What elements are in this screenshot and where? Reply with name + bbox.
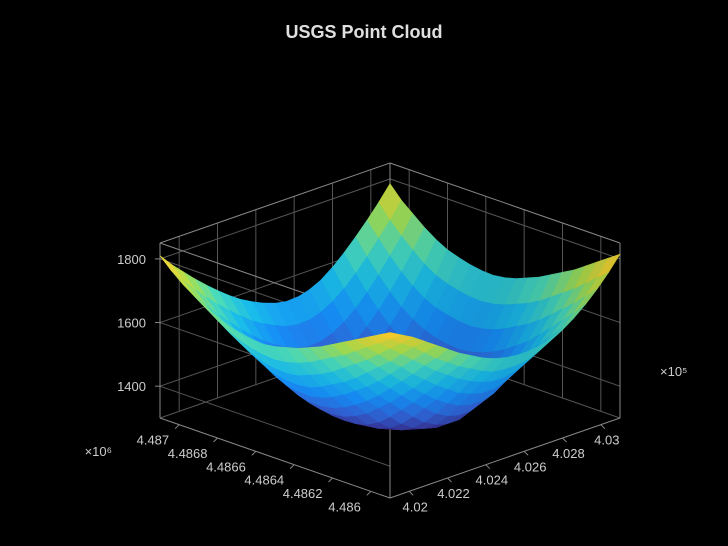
svg-text:4.4868: 4.4868: [168, 446, 208, 461]
svg-text:1600: 1600: [117, 316, 146, 331]
surface: [160, 184, 620, 430]
svg-text:4.4866: 4.4866: [206, 459, 246, 474]
svg-text:×10⁶: ×10⁶: [85, 444, 112, 459]
svg-text:4.487: 4.487: [137, 433, 170, 448]
svg-text:4.026: 4.026: [514, 459, 547, 474]
svg-text:4.02: 4.02: [403, 499, 428, 514]
svg-text:×10⁵: ×10⁵: [660, 364, 687, 379]
svg-text:4.024: 4.024: [476, 473, 509, 488]
svg-text:1800: 1800: [117, 252, 146, 267]
svg-text:4.022: 4.022: [437, 486, 470, 501]
svg-text:1400: 1400: [117, 379, 146, 394]
svg-text:4.03: 4.03: [594, 433, 619, 448]
svg-text:4.4864: 4.4864: [244, 473, 284, 488]
svg-text:4.486: 4.486: [328, 499, 361, 514]
svg-text:4.028: 4.028: [552, 446, 585, 461]
svg-text:4.4862: 4.4862: [283, 486, 323, 501]
surface-plot: 4.02 4.022 4.024 4.026 4.028 4.03 ×10⁵ 4.486 4.4…: [0, 0, 728, 546]
